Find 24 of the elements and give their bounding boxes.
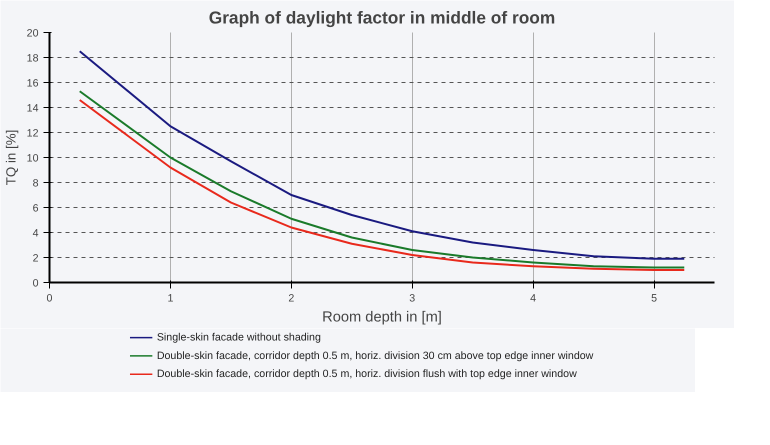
x-tick-label: 0 <box>46 292 53 304</box>
line-series <box>78 50 686 260</box>
y-tick-label: 18 <box>26 52 39 64</box>
y-axis-title: TQ in [%] <box>4 130 19 186</box>
x-axis-title: Room depth in [m] <box>322 310 442 326</box>
y-tick-label: 20 <box>26 28 39 40</box>
y-tick-label: 16 <box>26 78 39 90</box>
x-tick-label: 1 <box>167 292 174 304</box>
y-tick-label: 12 <box>26 128 39 140</box>
y-tick-label: 10 <box>26 152 39 164</box>
chart-title: Graph of daylight factor in middle of room <box>208 8 556 28</box>
x-tick-label: 4 <box>530 292 536 304</box>
x-tick-label: 2 <box>288 292 294 304</box>
y-tick-label: 6 <box>32 202 39 214</box>
y-tick-label: 0 <box>32 278 39 290</box>
legend-label: Double-skin facade, corridor depth 0.5 m, horiz. division flush with top edge inner window <box>156 368 578 380</box>
y-tick-label: 8 <box>32 178 39 190</box>
x-tick-label: 3 <box>409 292 416 304</box>
y-tick-label: 14 <box>26 102 39 114</box>
legend-label: Single-skin facade without shading <box>156 332 321 344</box>
legend-label: Double-skin facade, corridor depth 0.5 m, horiz. division 30 cm above top edge inner window <box>156 350 594 362</box>
y-tick-label: 2 <box>32 252 39 264</box>
y-tick-label: 4 <box>32 228 39 240</box>
x-tick-label: 5 <box>651 292 658 304</box>
